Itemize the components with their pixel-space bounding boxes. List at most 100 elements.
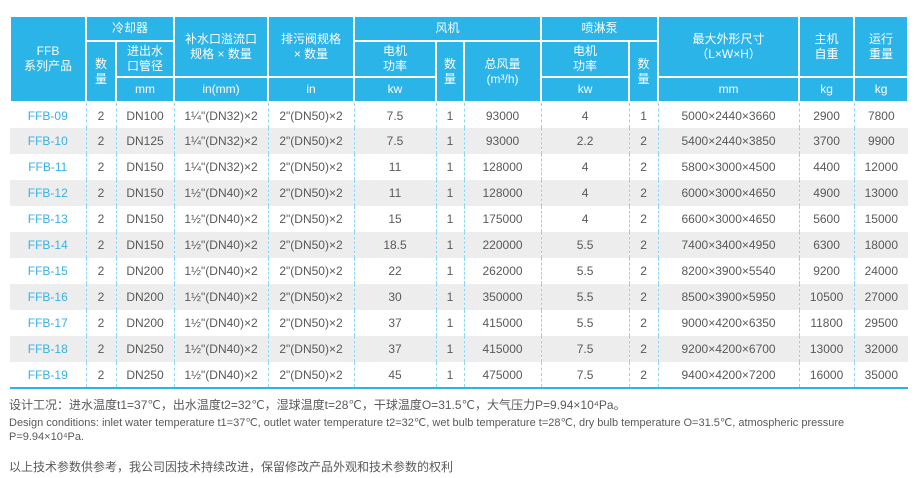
pipe-diameter-cell: DN200	[115, 284, 175, 310]
drain-valve-cell: 2"(DN50)×2	[267, 284, 355, 310]
table-row: FFB-13 2 DN150 1½"(DN40)×2 2"(DN50)×2 15…	[10, 206, 909, 232]
disclaimer-cn: 以上技术参数供参考，我公司因技术持续改进，保留修改产品外观和技术参数的权利	[9, 460, 454, 475]
pump-power-cell: 4	[540, 102, 630, 128]
pipe-diameter-cell: DN150	[115, 232, 175, 258]
fan-power-cell: 7.5	[353, 102, 437, 128]
design-conditions-cn: 设计工况：进水温度t1=37℃，出水温度t2=32℃，湿球温度t=28℃，干球温…	[9, 398, 626, 412]
fan-qty-cell: 1	[435, 336, 465, 362]
dimensions-cell: 5800×3000×4500	[657, 154, 800, 180]
pump-power-cell: 5.5	[540, 232, 630, 258]
running-weight-cell: 27000	[853, 284, 909, 310]
pump-qty-cell: 2	[628, 180, 659, 206]
cooler-qty-cell: 2	[85, 232, 116, 258]
pump-qty-cell: 2	[628, 154, 659, 180]
table-row: FFB-19 2 DN250 1½"(DN40)×2 2"(DN50)×2 45…	[10, 362, 909, 388]
cooler-qty-cell: 2	[85, 336, 116, 362]
pump-power-cell: 4	[540, 180, 630, 206]
unit-weight-cell: 10500	[798, 284, 855, 310]
running-weight-cell: 13000	[853, 180, 909, 206]
dimensions-cell: 5400×2440×3850	[657, 128, 800, 154]
drain-valve-cell: 2"(DN50)×2	[267, 180, 355, 206]
dimensions-cell: 6000×3000×4650	[657, 180, 800, 206]
model-cell: FFB-18	[27, 342, 68, 356]
header-total-airflow: 总风量 (m³/h)	[463, 40, 543, 103]
running-weight-cell: 29500	[853, 310, 909, 336]
makeup-overflow-cell: 1¼"(DN32)×2	[173, 128, 269, 154]
drain-valve-cell: 2"(DN50)×2	[267, 310, 355, 336]
airflow-cell: 128000	[463, 180, 542, 206]
running-weight-cell: 7800	[853, 102, 909, 128]
running-weight-cell: 32000	[853, 336, 909, 362]
drain-valve-cell: 2"(DN50)×2	[267, 258, 355, 284]
pump-power-cell: 2.2	[540, 128, 630, 154]
airflow-cell: 415000	[463, 336, 542, 362]
fan-power-cell: 18.5	[353, 232, 437, 258]
table-row: FFB-09 2 DN100 1¼"(DN32)×2 2"(DN50)×2 7.…	[10, 102, 909, 128]
header-running-weight: 运行 重量	[853, 15, 910, 78]
fan-power-cell: 45	[353, 362, 437, 388]
pump-power-cell: 5.5	[540, 258, 630, 284]
pipe-diameter-cell: DN200	[115, 258, 175, 284]
airflow-cell: 350000	[463, 284, 542, 310]
design-conditions-note: 设计工况：进水温度t1=37℃，出水温度t2=32℃，湿球温度t=28℃，干球温…	[9, 398, 909, 444]
table-row: FFB-12 2 DN150 1½"(DN40)×2 2"(DN50)×2 11…	[10, 180, 909, 206]
fan-qty-cell: 1	[435, 180, 465, 206]
drain-valve-cell: 2"(DN50)×2	[267, 102, 355, 128]
pump-qty-cell: 2	[628, 310, 659, 336]
dimensions-cell: 8500×3900×5950	[657, 284, 800, 310]
model-cell: FFB-19	[27, 367, 68, 382]
fan-qty-cell: 1	[435, 362, 465, 388]
pump-qty-cell: 2	[628, 258, 659, 284]
unit-weight-cell: 5600	[798, 206, 855, 232]
cooler-qty-cell: 2	[85, 128, 116, 154]
dimensions-cell: 7400×3400×4950	[657, 232, 800, 258]
pump-qty-cell: 2	[628, 284, 659, 310]
fan-power-cell: 22	[353, 258, 437, 284]
table-body: FFB-09 2 DN100 1¼"(DN32)×2 2"(DN50)×2 7.…	[10, 102, 909, 388]
header-fan-group: 风机	[353, 15, 543, 42]
design-conditions-en: Design conditions: inlet water temperatu…	[9, 416, 845, 443]
airflow-cell: 93000	[463, 102, 542, 128]
model-cell: FFB-13	[27, 212, 68, 226]
header-spray-pump-group: 喷淋泵	[540, 15, 660, 42]
model-cell: FFB-15	[27, 264, 68, 278]
makeup-overflow-cell: 1½"(DN40)×2	[173, 206, 269, 232]
header-fan-power-unit: kw	[353, 76, 438, 103]
cooler-qty-cell: 2	[85, 154, 116, 180]
model-cell: FFB-14	[27, 238, 68, 252]
makeup-overflow-cell: 1½"(DN40)×2	[173, 258, 269, 284]
spec-table: FFB 系列产品 冷却器 补水口溢流口 规格 × 数量 排污阀规格 × 数量 风…	[9, 15, 910, 389]
running-weight-cell: 24000	[853, 258, 909, 284]
pump-power-cell: 5.5	[540, 310, 630, 336]
header-unit-weight-unit: kg	[798, 76, 856, 103]
header-running-weight-unit: kg	[853, 76, 910, 103]
header-cooler-qty: 数 量	[85, 40, 117, 103]
model-cell: FFB-17	[27, 316, 68, 330]
pump-power-cell: 5.5	[540, 284, 630, 310]
header-fan-motor-power: 电机 功率	[353, 40, 438, 78]
pump-power-cell: 7.5	[540, 336, 630, 362]
fan-power-cell: 30	[353, 284, 437, 310]
drain-valve-cell: 2"(DN50)×2	[267, 154, 355, 180]
table-row: FFB-14 2 DN150 1½"(DN40)×2 2"(DN50)×2 18…	[10, 232, 909, 258]
cooler-qty-cell: 2	[85, 206, 116, 232]
fan-power-cell: 11	[353, 180, 437, 206]
makeup-overflow-cell: 1½"(DN40)×2	[173, 180, 269, 206]
pipe-diameter-cell: DN150	[115, 206, 175, 232]
unit-weight-cell: 9200	[798, 258, 855, 284]
dimensions-cell: 9400×4200×7200	[657, 362, 800, 388]
disclaimer-note: 以上技术参数供参考，我公司因技术持续改进，保留修改产品外观和技术参数的权利 Th…	[9, 460, 909, 478]
pump-qty-cell: 2	[628, 206, 659, 232]
pump-qty-cell: 2	[628, 232, 659, 258]
pump-qty-cell: 2	[628, 362, 659, 388]
pump-qty-cell: 2	[628, 336, 659, 362]
cooler-qty-cell: 2	[85, 362, 116, 388]
header-fan-qty: 数 量	[435, 40, 466, 103]
unit-weight-cell: 2900	[798, 102, 855, 128]
running-weight-cell: 18000	[853, 232, 909, 258]
header-pipe-unit: mm	[114, 76, 176, 103]
fan-power-cell: 37	[353, 336, 437, 362]
running-weight-cell: 35000	[853, 362, 909, 388]
makeup-overflow-cell: 1½"(DN40)×2	[173, 336, 269, 362]
header-max-dimensions: 最大外形尺寸 （L×W×H）	[657, 15, 801, 78]
